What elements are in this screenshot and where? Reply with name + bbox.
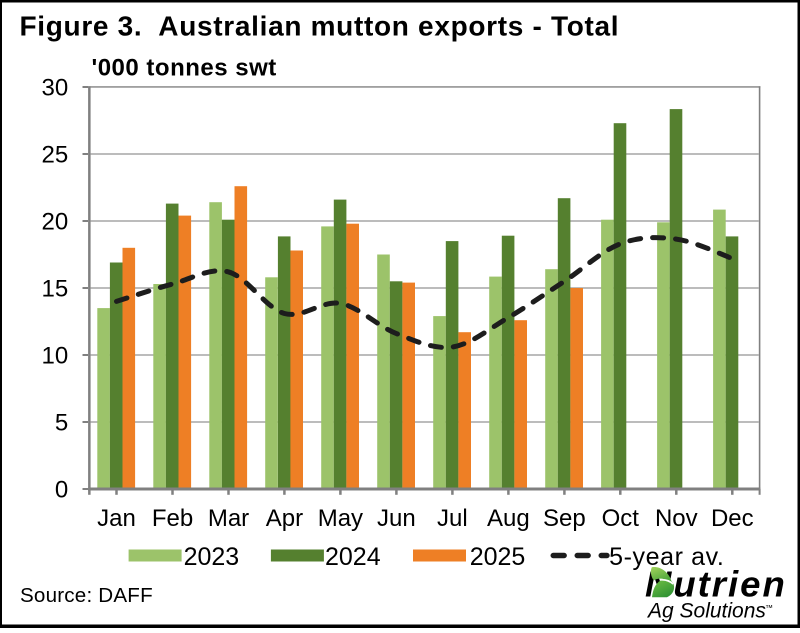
svg-text:Dec: Dec [711,505,754,532]
svg-text:10: 10 [41,342,68,369]
svg-text:20: 20 [41,208,68,235]
svg-text:Jun: Jun [377,505,416,532]
svg-text:™: ™ [765,604,773,613]
svg-text:Nov: Nov [655,505,698,532]
svg-text:2024: 2024 [325,543,381,571]
svg-text:May: May [318,505,363,532]
svg-text:2025: 2025 [470,543,526,571]
svg-text:Feb: Feb [152,505,193,532]
svg-text:15: 15 [41,275,68,302]
svg-text:Sep: Sep [543,505,586,532]
svg-text:Jan: Jan [97,505,136,532]
svg-text:Ag Solutions: Ag Solutions [646,600,766,623]
svg-text:Jul: Jul [437,505,468,532]
svg-text:5: 5 [55,409,68,436]
svg-text:30: 30 [41,74,68,101]
svg-text:Figure 3. Australian mutton e: Figure 3. Australian mutton exports - To… [20,11,620,42]
svg-text:0: 0 [55,476,68,503]
svg-text:Aug: Aug [487,505,530,532]
svg-text:25: 25 [41,141,68,168]
svg-text:Oct: Oct [602,505,640,532]
svg-text:2023: 2023 [184,543,240,571]
svg-text:Mar: Mar [208,505,249,532]
svg-text:Apr: Apr [266,505,303,532]
svg-text:Source: DAFF: Source: DAFF [20,584,153,607]
svg-text:'000 tonnes swt: '000 tonnes swt [92,55,277,82]
